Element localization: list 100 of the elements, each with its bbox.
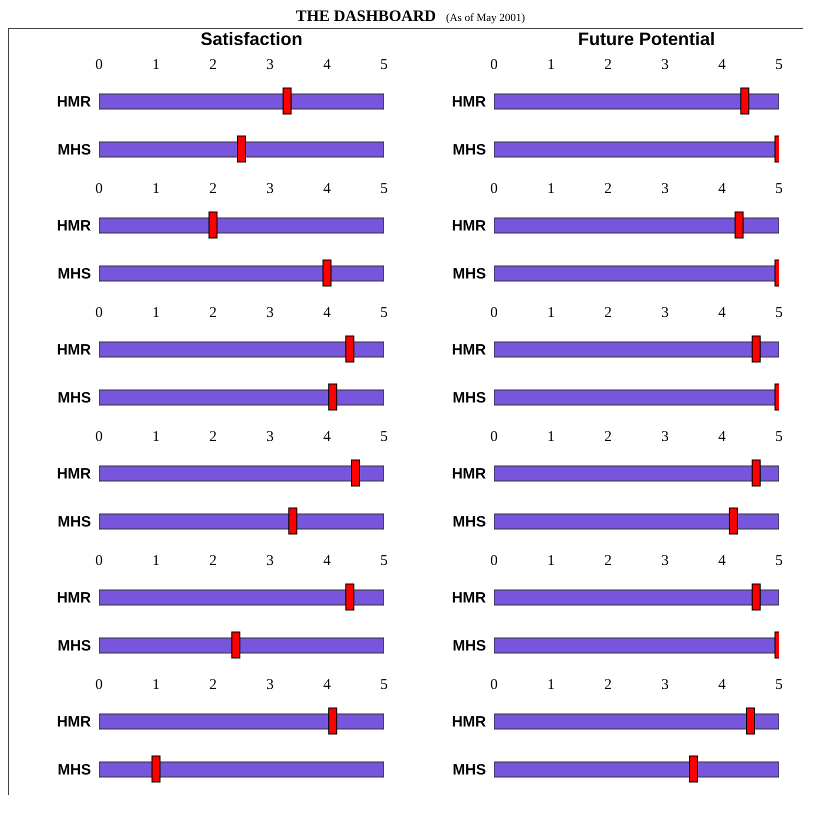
x-tick-label: 1 — [152, 429, 160, 445]
x-tick-label: 2 — [604, 677, 612, 693]
x-tick-label: 3 — [266, 181, 274, 197]
x-tick-label: 1 — [547, 553, 555, 569]
x-tick-label: 2 — [209, 57, 217, 73]
y-tick-label: HMR — [56, 465, 92, 482]
x-tick-label: 5 — [775, 57, 783, 73]
x-tick-label: 2 — [209, 677, 217, 693]
x-tick-label: 4 — [323, 677, 332, 693]
x-tick-label: 0 — [490, 553, 498, 569]
y-tick-label: MHS — [452, 637, 486, 654]
x-tick-label: 0 — [95, 677, 103, 693]
x-tick-label: 4 — [718, 553, 726, 569]
x-tick-label: 4 — [718, 57, 726, 73]
x-tick-label: 2 — [209, 553, 217, 569]
x-tick-label: 2 — [209, 181, 217, 197]
x-tick-label: 0 — [490, 429, 498, 445]
x-tick-label: 1 — [547, 181, 555, 197]
y-tick-label: MHS — [58, 389, 91, 406]
x-tick-label: 1 — [152, 181, 160, 197]
x-tick-label: 3 — [661, 553, 669, 569]
x-tick-label: 1 — [152, 553, 160, 569]
x-tick-label: 3 — [661, 57, 669, 73]
text: (As of May 2001) — [446, 12, 526, 24]
x-tick-label: 5 — [380, 57, 388, 73]
x-tick-label: 1 — [152, 57, 160, 73]
x-tick-label: 5 — [380, 305, 388, 321]
y-tick-label: HMR — [56, 93, 92, 110]
x-tick-label: 4 — [323, 553, 332, 569]
x-tick-label: 5 — [380, 553, 388, 569]
x-tick-label: 1 — [547, 429, 555, 445]
y-tick-label: HMR — [56, 217, 92, 234]
x-tick-label: 3 — [266, 553, 274, 569]
x-tick-label: 3 — [266, 57, 274, 73]
x-tick-label: 2 — [604, 305, 612, 321]
y-tick-label: HMR — [452, 713, 486, 730]
y-tick-label: MHS — [58, 637, 91, 654]
x-tick-label: 1 — [152, 677, 160, 693]
y-tick-label: HMR — [452, 93, 486, 110]
x-tick-label: 0 — [490, 305, 498, 321]
y-tick-label: MHS — [452, 513, 486, 530]
x-tick-label: 5 — [380, 181, 388, 197]
x-tick-label: 4 — [323, 305, 332, 321]
x-tick-label: 5 — [775, 429, 783, 445]
x-tick-label: 0 — [490, 677, 498, 693]
x-tick-label: 5 — [775, 677, 783, 693]
x-tick-label: 0 — [490, 57, 498, 73]
x-tick-label: 4 — [323, 429, 332, 445]
y-tick-label: MHS — [452, 265, 486, 282]
y-tick-label: HMR — [56, 713, 92, 730]
x-tick-label: 5 — [380, 429, 388, 445]
y-tick-label: HMR — [56, 589, 92, 606]
y-tick-label: HMR — [452, 341, 486, 358]
x-tick-label: 0 — [95, 429, 103, 445]
x-tick-label: 3 — [661, 677, 669, 693]
x-tick-label: 4 — [323, 57, 332, 73]
y-tick-label: MHS — [58, 513, 91, 530]
x-tick-label: 2 — [604, 181, 612, 197]
text: THE DASHBOARD — [296, 8, 436, 25]
chart-title: Satisfaction — [199, 29, 304, 51]
x-tick-label: 3 — [266, 429, 274, 445]
x-tick-label: 4 — [718, 305, 726, 321]
x-tick-label: 4 — [323, 181, 332, 197]
x-tick-label: 1 — [547, 57, 555, 73]
x-tick-label: 5 — [380, 677, 388, 693]
y-tick-label: HMR — [452, 465, 486, 482]
x-tick-label: 3 — [661, 429, 669, 445]
x-tick-label: 1 — [547, 677, 555, 693]
y-tick-label: HMR — [56, 341, 92, 358]
x-tick-label: 5 — [775, 181, 783, 197]
x-tick-label: 1 — [547, 305, 555, 321]
x-tick-label: 3 — [661, 181, 669, 197]
y-tick-label: HMR — [452, 589, 486, 606]
x-tick-label: 2 — [604, 553, 612, 569]
x-tick-label: 2 — [209, 305, 217, 321]
x-tick-label: 3 — [266, 677, 274, 693]
x-tick-label: 0 — [95, 553, 103, 569]
chart-title: Future Potential — [576, 29, 716, 51]
x-tick-label: 2 — [209, 429, 217, 445]
y-tick-label: MHS — [58, 761, 91, 778]
x-tick-label: 1 — [152, 305, 160, 321]
x-tick-label: 5 — [775, 553, 783, 569]
x-tick-label: 0 — [95, 57, 103, 73]
x-tick-label: 4 — [718, 677, 726, 693]
y-tick-label: MHS — [452, 761, 486, 778]
x-tick-label: 0 — [490, 181, 498, 197]
x-tick-label: 4 — [718, 181, 726, 197]
x-tick-label: 0 — [95, 305, 103, 321]
y-tick-label: MHS — [58, 141, 91, 158]
y-tick-label: MHS — [58, 265, 91, 282]
y-tick-label: HMR — [452, 217, 486, 234]
x-tick-label: 2 — [604, 429, 612, 445]
x-tick-label: 2 — [604, 57, 612, 73]
x-tick-label: 3 — [266, 305, 274, 321]
x-tick-label: 4 — [718, 429, 726, 445]
y-tick-label: MHS — [452, 389, 486, 406]
x-tick-label: 5 — [775, 305, 783, 321]
x-tick-label: 3 — [661, 305, 669, 321]
x-tick-label: 0 — [95, 181, 103, 197]
y-tick-label: MHS — [452, 141, 486, 158]
